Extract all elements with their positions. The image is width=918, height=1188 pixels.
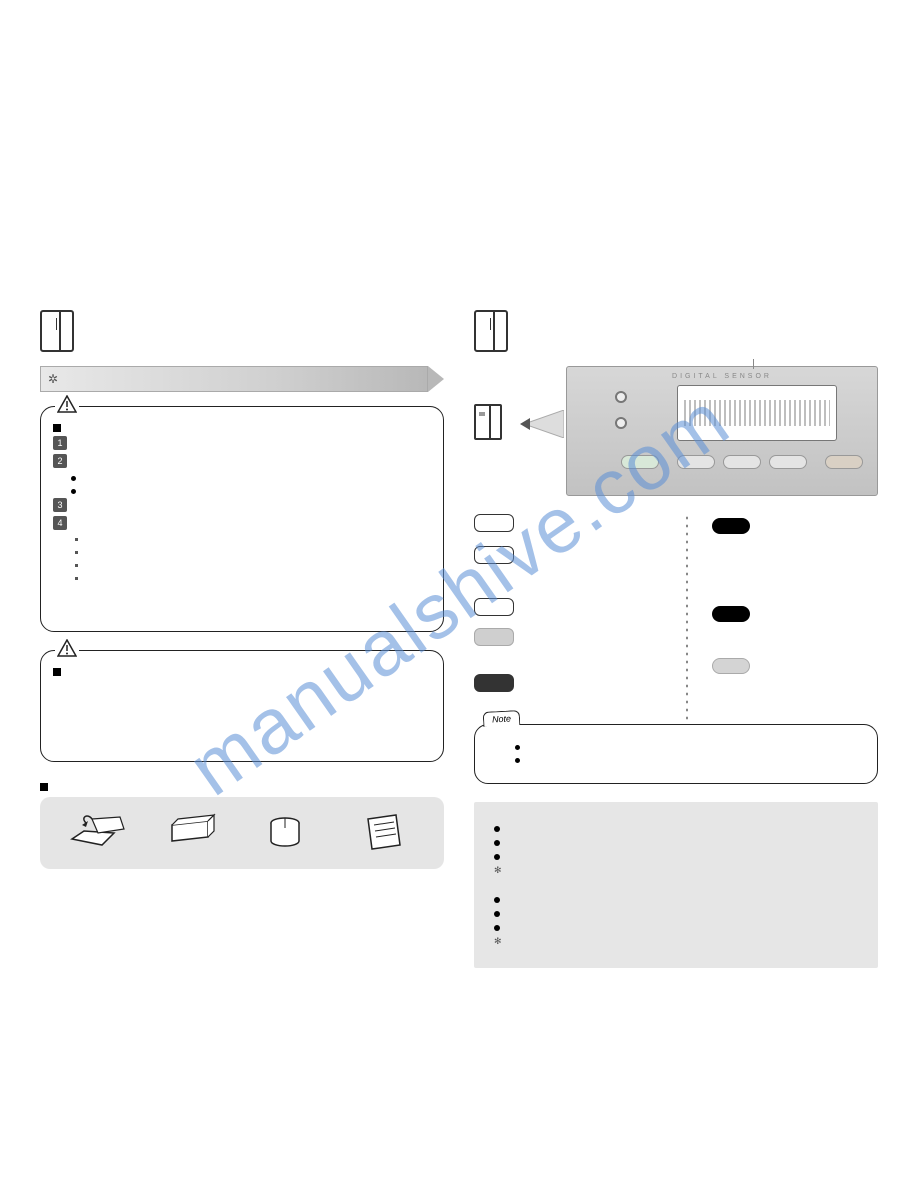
cp-button-fuzzy[interactable] (723, 455, 761, 469)
dot-bullet (494, 925, 500, 931)
left-column: ✲ 1 2 3 4 (40, 310, 444, 968)
cp-button-ion[interactable] (621, 455, 659, 469)
lcd-display (677, 385, 837, 441)
square-bullet (53, 668, 61, 676)
accessories-heading (40, 780, 444, 791)
dot-bullet (494, 854, 500, 860)
dot-bullet (515, 758, 520, 763)
knob-freezer-set[interactable] (615, 391, 627, 403)
square-bullet (40, 783, 48, 791)
knob-super-freezer[interactable] (615, 417, 627, 429)
panel1-mini-b (53, 547, 431, 556)
dot-bullet (494, 826, 500, 832)
note-panel: Note (474, 724, 878, 784)
num-badge-3: 3 (53, 498, 67, 512)
warning-panel-1: 1 2 3 4 (40, 406, 444, 632)
mini-bullet (75, 577, 78, 580)
panel1-mini-d (53, 573, 431, 582)
note-item-1 (487, 741, 865, 750)
pill-gray (712, 658, 750, 674)
info-item-5 (488, 908, 864, 917)
panel1-sub-a (53, 472, 431, 481)
mini-bullet (75, 564, 78, 567)
snowflake-icon: ✲ (48, 372, 58, 386)
cp-button-temp[interactable] (825, 455, 863, 469)
accessory-ice-tray (68, 811, 128, 855)
panel2-heading (53, 665, 431, 676)
cp-button-sleep[interactable] (769, 455, 807, 469)
dot-bullet (494, 897, 500, 903)
panel1-mini-a (53, 534, 431, 543)
dot-bullet (71, 489, 76, 494)
cp-title: DIGITAL SENSOR (567, 373, 877, 380)
pill-sleep (712, 606, 750, 622)
panel1-mini-c (53, 560, 431, 569)
badge-deodo-icon (474, 628, 514, 646)
badge-lock-icon (474, 674, 514, 692)
star-bullet: ✻ (494, 936, 502, 947)
panel1-heading (53, 421, 431, 432)
panel1-item-2: 2 (53, 454, 431, 468)
panel1-item-3: 3 (53, 498, 431, 512)
info-item-2 (488, 837, 864, 846)
gray-info-block: ✻ ✻ (474, 802, 878, 968)
legend-right-col (534, 514, 878, 724)
dot-bullet (494, 911, 500, 917)
note-tab: Note (483, 710, 521, 727)
dot-bullet (494, 840, 500, 846)
star-bullet: ✻ (494, 865, 502, 876)
pill-black-1 (712, 518, 750, 534)
accessory-cylinder (260, 811, 320, 855)
badge-display-icon (474, 514, 514, 532)
panel1-item-4: 4 (53, 516, 431, 530)
mini-fridge-icon (474, 404, 502, 440)
dot-bullet (515, 745, 520, 750)
legend-area (474, 514, 878, 724)
legend-badges-col (474, 514, 522, 724)
num-badge-2: 2 (53, 454, 67, 468)
section-banner: ✲ (40, 366, 444, 392)
info-item-4 (488, 894, 864, 903)
info-item-6 (488, 922, 864, 931)
control-panel-wrap: DIGITAL SENSOR (566, 366, 878, 496)
cp-button-lock[interactable] (677, 455, 715, 469)
square-bullet (53, 424, 61, 432)
control-panel: DIGITAL SENSOR (566, 366, 878, 496)
mini-bullet (75, 538, 78, 541)
panel-indicator (479, 412, 485, 416)
cp-inner (615, 385, 863, 481)
refrigerator-icon (40, 310, 74, 352)
note-item-2 (487, 754, 865, 763)
info-sub-a: ✻ (488, 865, 864, 876)
num-badge-4: 4 (53, 516, 67, 530)
bullet-list: ✻ ✻ (488, 823, 864, 947)
dot-bullet (71, 476, 76, 481)
page-container: ✲ 1 2 3 4 (0, 0, 918, 1008)
panel1-item-1: 1 (53, 436, 431, 450)
accessory-box-item (164, 811, 224, 855)
refrigerator-icon (474, 310, 508, 352)
badge-fuzzy-icon (474, 598, 514, 616)
info-item-1 (488, 823, 864, 832)
badge-silent-icon (474, 546, 514, 564)
warning-icon (55, 639, 79, 657)
right-column: DIGITAL SENSOR (474, 310, 878, 968)
mini-bullet (75, 551, 78, 554)
info-item-3 (488, 851, 864, 860)
banner-body (40, 366, 428, 392)
warning-panel-2 (40, 650, 444, 762)
callout-arrow-icon (520, 410, 564, 443)
info-sub-b: ✻ (488, 936, 864, 947)
accessory-manual (356, 811, 416, 855)
vertical-dotted-divider (684, 514, 690, 724)
panel1-sub-b (53, 485, 431, 494)
accessories-box (40, 797, 444, 869)
num-badge-1: 1 (53, 436, 67, 450)
cp-tick-mark (753, 359, 754, 369)
banner-arrowhead (428, 366, 444, 392)
warning-icon (55, 395, 79, 413)
